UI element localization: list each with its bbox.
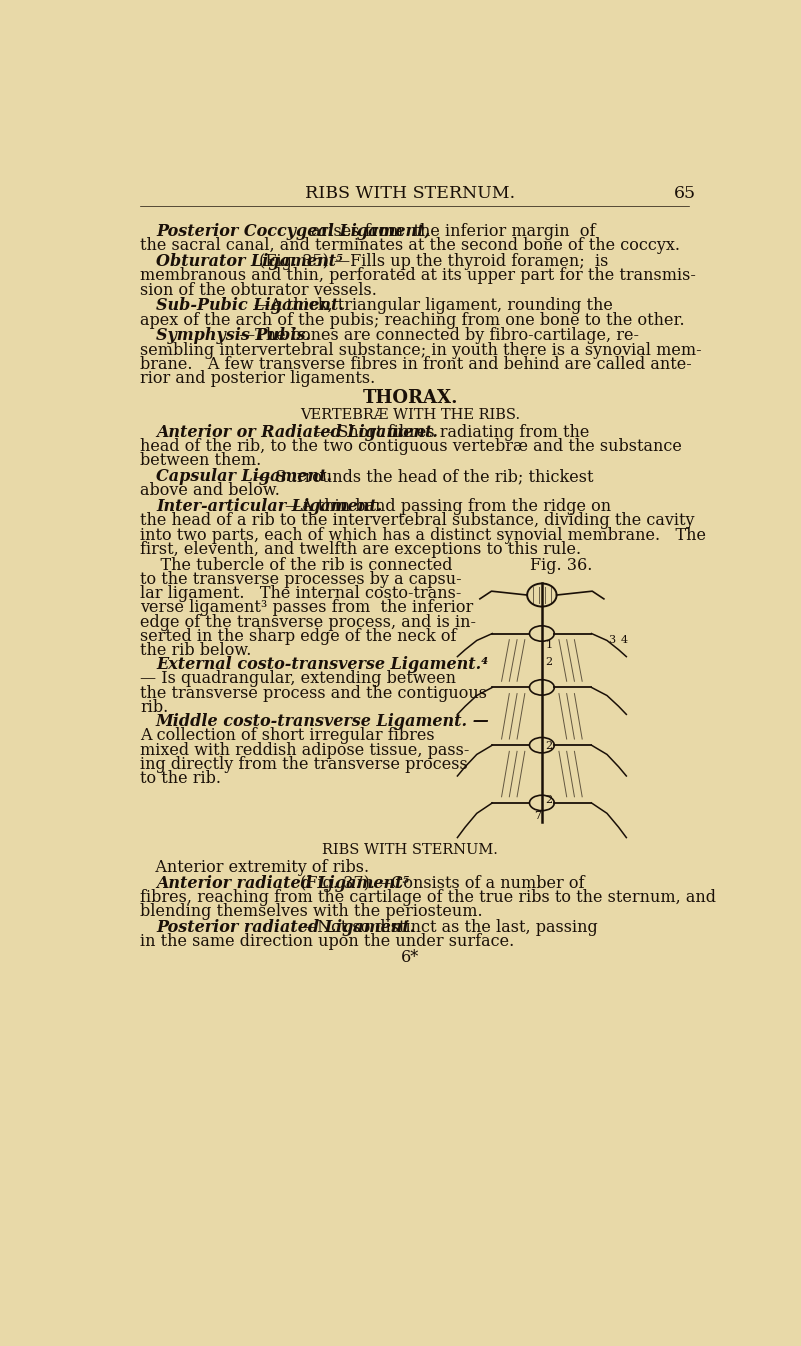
Text: —Not so distinct as the last, passing: —Not so distinct as the last, passing (300, 919, 598, 935)
Text: sion of the obturator vessels.: sion of the obturator vessels. (140, 281, 377, 299)
Text: in the same direction upon the under surface.: in the same direction upon the under sur… (140, 933, 515, 950)
Text: External costo-transverse Ligament.⁴: External costo-transverse Ligament.⁴ (156, 657, 488, 673)
Text: head of the rib, to the two contiguous vertebræ and the substance: head of the rib, to the two contiguous v… (140, 437, 682, 455)
Text: A collection of short irregular fibres: A collection of short irregular fibres (140, 727, 435, 744)
Text: RIBS WITH STERNUM.: RIBS WITH STERNUM. (305, 186, 515, 202)
Text: first, eleventh, and twelfth are exceptions to this rule.: first, eleventh, and twelfth are excepti… (140, 541, 582, 557)
Text: 6*: 6* (401, 949, 419, 966)
Ellipse shape (529, 738, 554, 752)
Text: verse ligament³ passes from  the inferior: verse ligament³ passes from the inferior (140, 599, 473, 616)
Text: edge of the transverse process, and is in-: edge of the transverse process, and is i… (140, 614, 477, 630)
Ellipse shape (529, 795, 554, 810)
Text: rib.: rib. (140, 699, 169, 716)
Text: —A thick, triangular ligament, rounding the: —A thick, triangular ligament, rounding … (254, 297, 613, 315)
Text: 2: 2 (545, 795, 553, 805)
Text: Posterior Coccygeal Ligament,: Posterior Coccygeal Ligament, (156, 223, 430, 240)
Ellipse shape (529, 626, 554, 641)
Text: the transverse process and the contiguous: the transverse process and the contiguou… (140, 685, 488, 701)
Text: Sub-Pubic Ligament.: Sub-Pubic Ligament. (156, 297, 344, 315)
Text: lar ligament.   The internal costo-trans-: lar ligament. The internal costo-trans- (140, 586, 462, 602)
Text: the rib below.: the rib below. (140, 642, 252, 660)
Text: Anterior extremity of ribs.: Anterior extremity of ribs. (140, 859, 369, 876)
Text: apex of the arch of the pubis; reaching from one bone to the other.: apex of the arch of the pubis; reaching … (140, 312, 685, 328)
Text: 2: 2 (545, 657, 553, 666)
Text: membranous and thin, perforated at its upper part for the transmis-: membranous and thin, perforated at its u… (140, 268, 696, 284)
Text: Middle costo-transverse Ligament. —: Middle costo-transverse Ligament. — (156, 713, 489, 731)
Text: the head of a rib to the intervertebral substance, dividing the cavity: the head of a rib to the intervertebral … (140, 513, 695, 529)
Text: THORAX.: THORAX. (362, 389, 458, 406)
Text: the sacral canal, and terminates at the second bone of the coccyx.: the sacral canal, and terminates at the … (140, 237, 680, 254)
Ellipse shape (529, 680, 554, 695)
Text: above and below.: above and below. (140, 482, 280, 499)
Text: VERTEBRÆ WITH THE RIBS.: VERTEBRÆ WITH THE RIBS. (300, 408, 520, 421)
Text: Capsular Ligament.: Capsular Ligament. (156, 468, 332, 485)
Text: (Fig. 37).—Consists of a number of: (Fig. 37).—Consists of a number of (296, 875, 585, 891)
Text: —The bones are connected by fibro-cartilage, re-: —The bones are connected by fibro-cartil… (239, 327, 638, 345)
Text: 1: 1 (545, 639, 553, 650)
Text: (Fig. 35).—Fills up the thyroid foramen;  is: (Fig. 35).—Fills up the thyroid foramen;… (254, 253, 609, 271)
Text: Fig. 36.: Fig. 36. (530, 556, 593, 573)
Text: 4: 4 (621, 635, 628, 645)
Text: 65: 65 (674, 186, 696, 202)
Text: 2: 2 (545, 742, 553, 751)
Text: Posterior radiated Ligament.: Posterior radiated Ligament. (156, 919, 415, 935)
Text: to the transverse processes by a capsu-: to the transverse processes by a capsu- (140, 571, 462, 588)
Text: 3: 3 (609, 635, 616, 645)
Text: to the rib.: to the rib. (140, 770, 221, 787)
Text: fibres, reaching from the cartilage of the true ribs to the sternum, and: fibres, reaching from the cartilage of t… (140, 888, 716, 906)
Text: serted in the sharp edge of the neck of: serted in the sharp edge of the neck of (140, 627, 457, 645)
Text: between them.: between them. (140, 452, 262, 470)
Text: RIBS WITH STERNUM.: RIBS WITH STERNUM. (322, 843, 498, 857)
Text: into two parts, each of which has a distinct synovial membrane.   The: into two parts, each of which has a dist… (140, 526, 706, 544)
Text: arises from  the inferior margin  of: arises from the inferior margin of (306, 223, 595, 240)
Text: ing directly from the transverse process: ing directly from the transverse process (140, 756, 468, 773)
Text: The tubercle of the rib is connected: The tubercle of the rib is connected (140, 556, 453, 573)
Text: blending themselves with the periosteum.: blending themselves with the periosteum. (140, 903, 483, 921)
Text: 7: 7 (534, 810, 541, 821)
Text: Anterior radiated Ligament⁵: Anterior radiated Ligament⁵ (156, 875, 409, 891)
Text: — Short fibres radiating from the: — Short fibres radiating from the (311, 424, 590, 440)
Ellipse shape (527, 583, 557, 607)
Text: Obturator Ligament⁵: Obturator Ligament⁵ (156, 253, 343, 271)
Text: Inter-articular Ligament.: Inter-articular Ligament. (156, 498, 382, 516)
Text: mixed with reddish adipose tissue, pass-: mixed with reddish adipose tissue, pass- (140, 742, 470, 759)
Text: Anterior or Radiated Ligament.: Anterior or Radiated Ligament. (156, 424, 438, 440)
Text: —A thin band passing from the ridge on: —A thin band passing from the ridge on (285, 498, 611, 516)
Text: brane.   A few transverse fibres in front and behind are called ante-: brane. A few transverse fibres in front … (140, 355, 692, 373)
Text: — Surrounds the head of the rib; thickest: — Surrounds the head of the rib; thickes… (249, 468, 594, 485)
Text: Symphysis Pubis.: Symphysis Pubis. (156, 327, 311, 345)
Text: rior and posterior ligaments.: rior and posterior ligaments. (140, 370, 376, 388)
Text: sembling intervertebral substance; in youth there is a synovial mem-: sembling intervertebral substance; in yo… (140, 342, 702, 358)
Text: — Is quadrangular, extending between: — Is quadrangular, extending between (140, 670, 457, 688)
